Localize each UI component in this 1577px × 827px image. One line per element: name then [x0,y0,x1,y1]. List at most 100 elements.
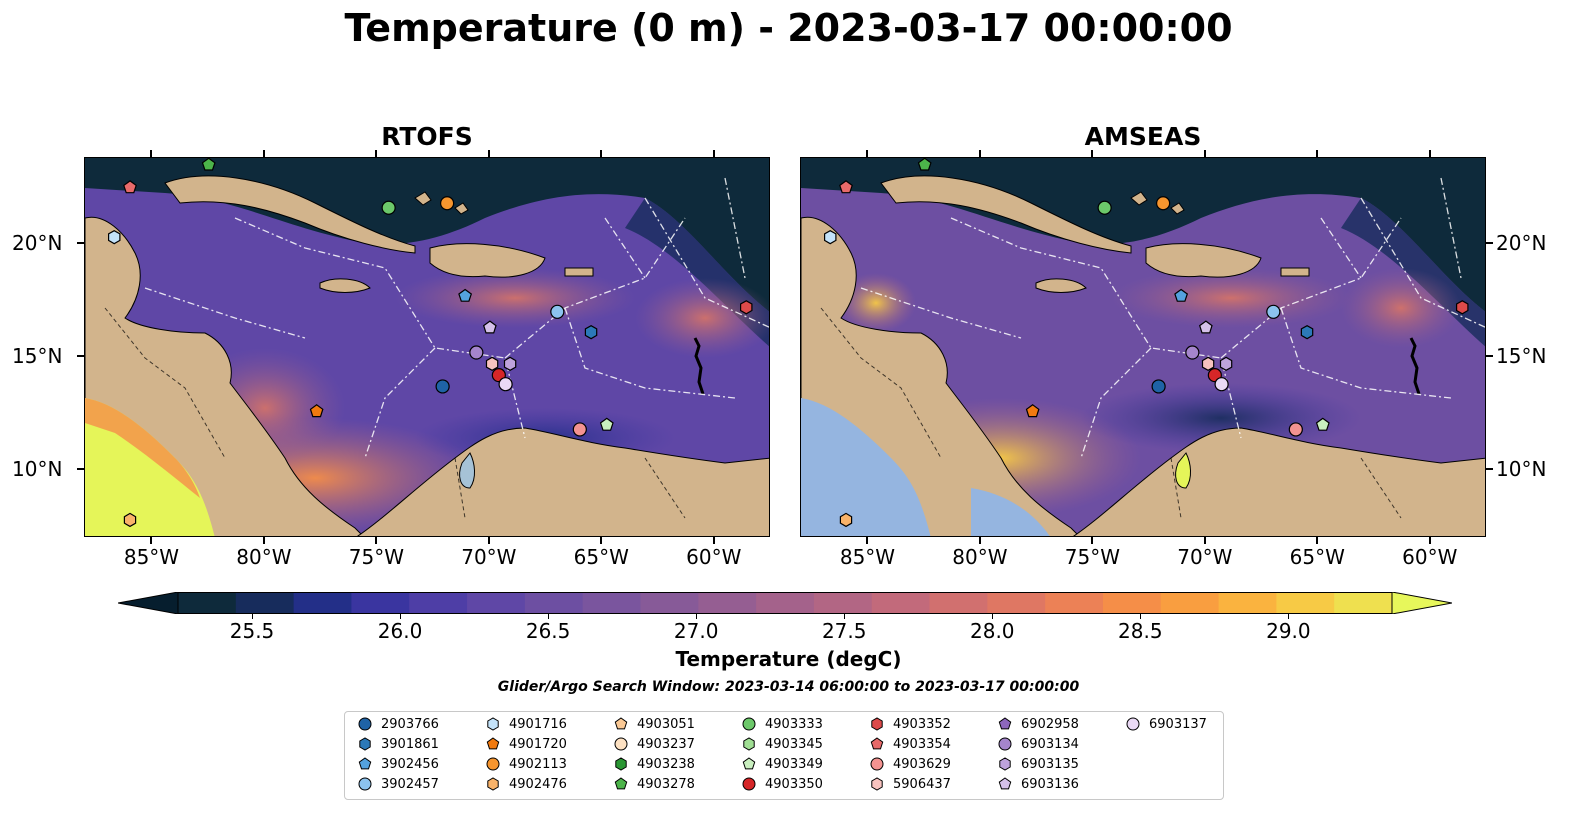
lon-tick-label: 85°W [123,545,180,569]
legend-marker-icon [998,737,1012,751]
legend-label: 4903350 [765,776,823,792]
legend-item: 4903354 [869,736,951,752]
float-marker-5906437 [485,356,499,371]
colorbar-tick-mark [399,614,401,619]
lon-tick-mark [866,537,869,544]
lat-tick-label: 15°N [12,344,63,369]
lon-tick-mark [600,537,603,544]
legend-marker-icon [742,717,756,731]
colorbar-segment [1276,592,1335,614]
legend-item: 4901716 [485,716,567,732]
colorbar-segment [871,592,931,614]
lon-tick-mark [1091,150,1094,157]
legend-marker-icon [486,757,500,771]
lat-tick-mark [1486,241,1493,244]
legend-item: 5906437 [869,776,951,792]
float-marker-3902456 [1174,288,1189,302]
float-marker-4903278 [917,158,932,171]
legend-marker-icon [614,777,628,790]
float-marker-6903134 [1185,345,1200,360]
float-marker-4902113 [1156,196,1171,211]
colorbar-segment [409,592,468,614]
legend-label: 4903278 [637,776,695,792]
lon-tick-label: 70°W [461,545,517,569]
colorbar-frame [177,592,1393,614]
colorbar-tick-label: 25.5 [229,619,275,643]
map-panel-rtofs[interactable] [84,157,770,537]
lon-tick-label: 85°W [839,545,896,569]
colorbar-tick-mark [1139,614,1141,619]
lon-tick-label: 75°W [1064,545,1120,569]
colorbar-tick-label: 26.0 [377,619,423,643]
colorbar-segment [698,592,757,614]
float-marker-4903349 [1315,417,1330,431]
lon-tick-mark [712,537,715,544]
lon-tick-mark [487,537,490,544]
legend-item: 3902456 [357,756,439,772]
colorbar-segment [929,592,988,614]
legend-marker-icon [870,737,884,750]
lon-tick-mark [375,150,378,157]
float-marker-4901716 [824,230,837,245]
lat-tick-mark [1486,355,1493,358]
colorbar-tick-mark [547,614,549,619]
legend-marker-icon [999,757,1011,771]
legend-marker-icon [871,717,883,731]
legend-item: 4902113 [485,756,567,772]
float-marker-4902476 [123,512,137,528]
lat-tick-mark [77,468,84,471]
float-marker-4902476 [839,512,853,528]
legend-item: 6903136 [997,776,1079,792]
legend-item: 6903134 [997,736,1079,752]
colorbar-segment [351,592,410,614]
float-marker-2903766 [435,379,450,394]
lon-tick-mark [1428,150,1431,157]
colorbar-tick-label: 27.5 [821,619,867,643]
lon-tick-mark [1091,537,1094,544]
panel-title-amseas: AMSEAS [1084,122,1202,151]
colorbar-tick-label: 28.0 [970,619,1015,643]
legend-label: 6903136 [1021,776,1079,792]
legend-item: 4903238 [613,756,695,772]
legend-label: 4903629 [893,756,951,772]
lon-tick-mark [600,150,603,157]
lon-tick-mark [262,150,265,157]
colorbar-segment [1218,592,1277,614]
lon-tick-mark [1203,150,1206,157]
float-marker-4903333 [381,200,396,215]
lon-tick-label: 60°W [1402,545,1458,569]
legend-item: 4902476 [485,776,567,792]
legend-item: 4903352 [869,716,951,732]
colorbar-segment [640,592,699,614]
legend-label: 3902456 [381,756,439,772]
legend-marker-icon [487,777,499,791]
legend-label: 2903766 [381,716,439,732]
float-marker-3901861 [584,325,598,340]
float-marker-5906437 [1201,356,1215,371]
lon-tick-mark [375,537,378,544]
legend-item: 3902457 [357,776,439,792]
float-marker-6903134 [469,345,484,360]
legend-marker-icon [742,757,756,770]
legend-marker-icon [486,737,500,750]
legend-marker-icon [359,737,371,751]
colorbar-segment [582,592,642,614]
lat-tick-label: 10°N [12,457,63,482]
amseas-map [801,158,1485,536]
legend-marker-icon [358,757,372,770]
colorbar-segment [756,592,815,614]
lat-tick-mark [77,355,84,358]
lon-tick-label: 65°W [573,545,629,569]
colorbar-segment [524,592,584,614]
lon-tick-mark [1203,537,1206,544]
colorbar [117,591,1453,615]
legend-label: 4901716 [509,716,567,732]
legend-marker-icon [998,777,1012,790]
float-marker-4903354 [123,180,137,194]
float-marker-4903352 [739,300,753,315]
float-marker-6903137 [498,377,513,392]
float-marker-3902457 [550,304,565,319]
colorbar-segment [178,592,237,614]
legend-item: 6902958 [997,716,1079,732]
map-panel-amseas[interactable] [800,157,1486,537]
